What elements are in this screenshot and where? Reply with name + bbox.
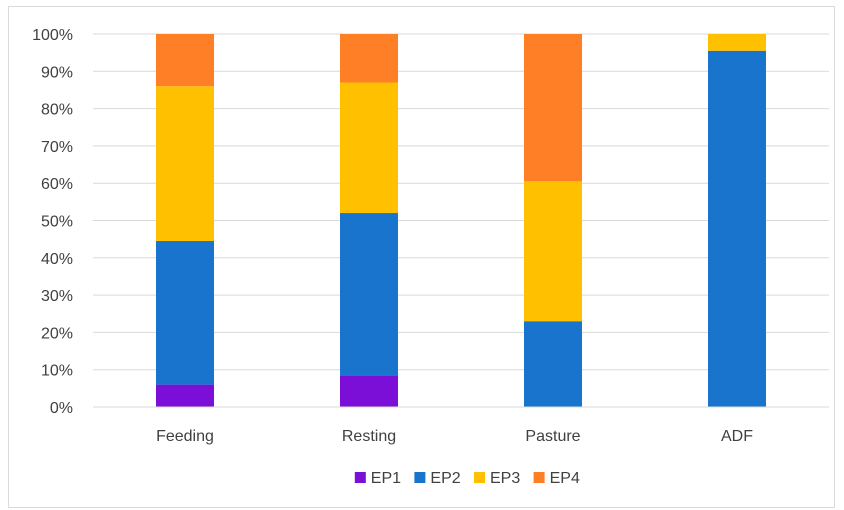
- bar-segment-ep4: [340, 34, 398, 83]
- legend-label-ep1: EP1: [371, 470, 401, 487]
- bar-segment-ep1: [156, 384, 214, 407]
- bar-segment-ep2: [340, 213, 398, 376]
- x-tick-label: Resting: [342, 428, 396, 445]
- y-tick-label: 20%: [41, 325, 73, 342]
- legend-swatch-ep1: [354, 472, 366, 483]
- bar-segment-ep2: [156, 241, 214, 385]
- legend: EP1 EP2 EP3 EP4: [354, 470, 580, 487]
- legend-swatch-ep3: [474, 472, 485, 483]
- y-tick-label: 90%: [41, 64, 73, 81]
- bar-segment-ep3: [156, 86, 214, 242]
- x-tick-label: Feeding: [156, 428, 214, 445]
- y-tick-label: 100%: [32, 27, 73, 44]
- bar-segment-ep3: [708, 34, 766, 51]
- bar-segment-ep2: [708, 50, 766, 407]
- y-tick-label: 60%: [41, 176, 73, 193]
- x-tick-label: ADF: [721, 428, 753, 445]
- bar-segment-ep1: [340, 375, 398, 407]
- y-tick-label: 80%: [41, 102, 73, 119]
- y-tick-label: 70%: [41, 139, 73, 156]
- chart-frame: [8, 6, 835, 508]
- bar-segment-ep4: [156, 34, 214, 87]
- y-tick-label: 30%: [41, 288, 73, 305]
- bar-segment-ep4: [524, 34, 582, 182]
- bar-segment-ep2: [524, 321, 582, 407]
- y-tick-label: 40%: [41, 251, 73, 268]
- y-tick-label: 50%: [41, 214, 73, 231]
- legend-label-ep4: EP4: [550, 470, 580, 487]
- y-axis: 0% 10% 20% 30% 40% 50% 60% 70% 80% 90% 100%: [32, 27, 73, 417]
- legend-swatch-ep4: [533, 472, 545, 483]
- legend-label-ep2: EP2: [430, 470, 460, 487]
- y-tick-label: 10%: [41, 363, 73, 380]
- bars: [156, 34, 766, 407]
- legend-label-ep3: EP3: [490, 470, 520, 487]
- y-tick-label: 0%: [50, 400, 73, 417]
- x-tick-label: Pasture: [525, 428, 580, 445]
- bar-segment-ep3: [340, 82, 398, 214]
- bar-segment-ep3: [524, 181, 582, 322]
- legend-swatch-ep2: [414, 472, 426, 483]
- x-axis: Feeding Resting Pasture ADF: [93, 406, 829, 445]
